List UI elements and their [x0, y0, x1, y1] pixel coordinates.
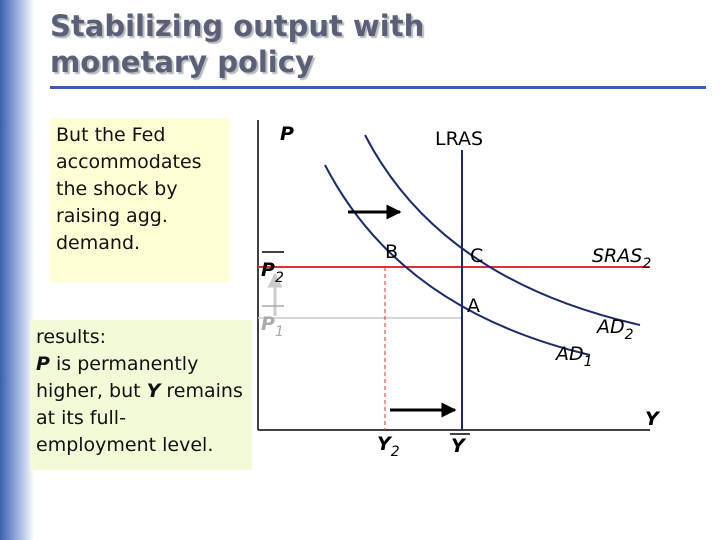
- results-heading: results:: [36, 326, 107, 348]
- point-label: A: [467, 295, 480, 317]
- point-label: C: [470, 245, 483, 267]
- text-box: But the Fed accommodates the shock by ra…: [50, 118, 230, 282]
- label-sub: 2: [275, 270, 284, 286]
- label-sub: 1: [584, 354, 593, 370]
- label-sub: 2: [391, 444, 400, 460]
- slide-title: Stabilizing output with monetary policy: [50, 9, 425, 79]
- label-text: P: [261, 313, 275, 335]
- sras2-label: SRAS2: [592, 245, 651, 272]
- results-box: results: P is permanently higher, but Y …: [30, 320, 252, 470]
- text: remains at its full-employment level.: [36, 380, 243, 456]
- p-axis-label: P: [280, 123, 294, 145]
- y-axis-label: Y: [645, 408, 661, 430]
- text: is permanently higher, but: [36, 353, 199, 402]
- p1-label: P1: [261, 313, 284, 340]
- label-text: SRAS: [592, 245, 642, 267]
- ad2-curve: [364, 134, 641, 326]
- ad2-label: AD2: [595, 316, 634, 343]
- label-text: Y: [377, 433, 393, 455]
- symbol: Y: [146, 380, 161, 402]
- label-text: AD: [595, 316, 625, 338]
- label-text: AD: [554, 343, 584, 365]
- side-stripe: [0, 0, 34, 540]
- label-sub: 1: [275, 324, 284, 340]
- ybar-label: Y: [451, 435, 467, 457]
- lras-label: LRAS: [435, 128, 483, 150]
- y2-label: Y2: [377, 433, 400, 460]
- label-text: P: [261, 259, 275, 281]
- p2-label: P2: [261, 259, 284, 286]
- symbol: P: [36, 353, 50, 375]
- point-label: B: [385, 241, 398, 263]
- label-sub: 2: [642, 256, 651, 272]
- title-rule: [50, 86, 706, 89]
- ad1-curve: [324, 164, 591, 356]
- ad1-label: AD1: [554, 343, 593, 370]
- label-sub: 2: [625, 327, 634, 343]
